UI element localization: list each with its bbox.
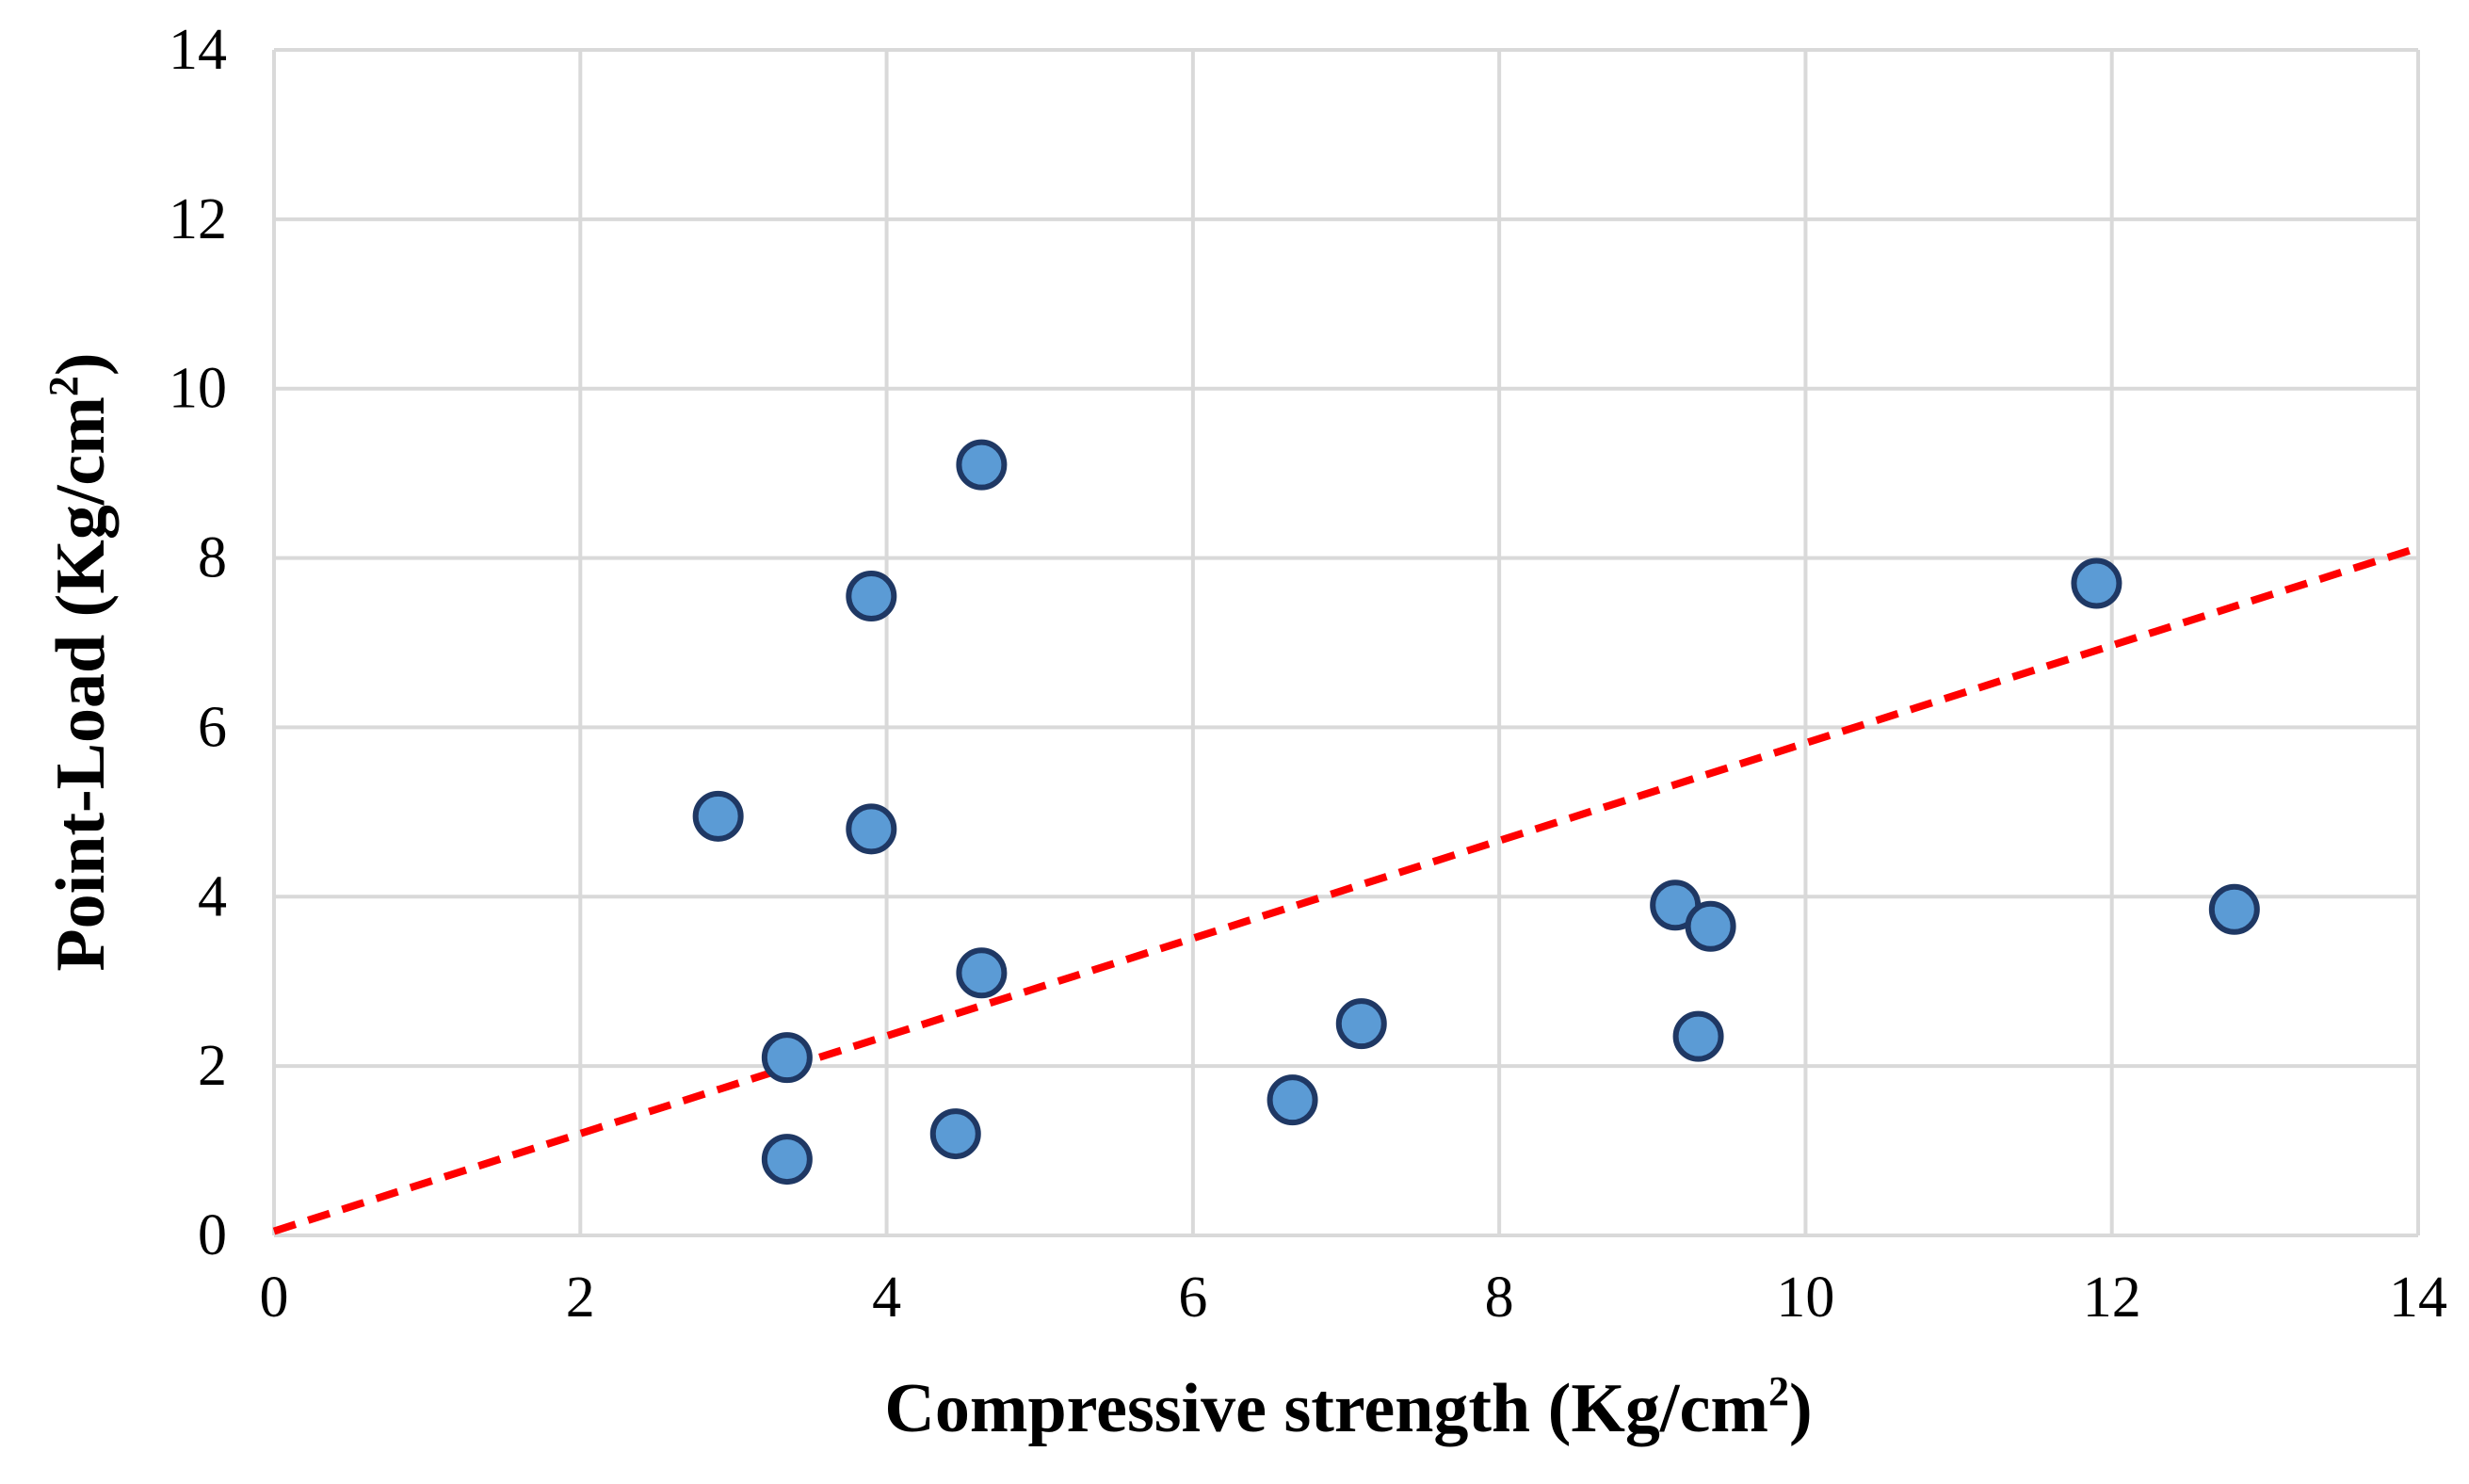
data-point-2 xyxy=(761,1032,813,1084)
x-tick-label: 10 xyxy=(1776,1266,1834,1330)
data-point-1 xyxy=(692,790,744,842)
x-tick-label: 8 xyxy=(1485,1266,1514,1330)
x-axis-title: Compressive strength (Kg/cm2) xyxy=(884,1368,1812,1447)
data-point-13 xyxy=(1685,900,1736,952)
data-point-7 xyxy=(956,439,1008,491)
y-tick-label: 2 xyxy=(198,1034,227,1098)
trendline-layer xyxy=(272,543,2420,1235)
x-tick-label: 4 xyxy=(872,1266,901,1330)
x-axis-ticks: 0 2 4 6 8 10 12 14 xyxy=(260,1266,2448,1330)
data-point-4 xyxy=(846,571,897,622)
x-tick-label: 6 xyxy=(1178,1266,1207,1330)
y-tick-label: 6 xyxy=(198,695,227,759)
data-point-8 xyxy=(956,947,1008,999)
data-point-5 xyxy=(846,803,897,855)
y-tick-label: 10 xyxy=(169,357,227,421)
x-tick-label: 14 xyxy=(2389,1266,2447,1330)
y-tick-label: 4 xyxy=(198,864,227,928)
data-point-9 xyxy=(1267,1074,1318,1126)
y-tick-label: 0 xyxy=(198,1203,227,1267)
data-point-6 xyxy=(929,1108,981,1160)
y-tick-label: 14 xyxy=(169,18,227,82)
y-axis-ticks: 0 2 4 6 8 10 12 14 xyxy=(169,18,227,1267)
x-tick-label: 0 xyxy=(260,1266,289,1330)
data-point-12 xyxy=(1672,1010,1724,1062)
x-tick-label: 12 xyxy=(2083,1266,2141,1330)
data-point-10 xyxy=(1335,998,1387,1050)
y-tick-label: 8 xyxy=(198,526,227,590)
grid-lines xyxy=(272,48,2420,1237)
y-axis-title: Point-Load (Kg/cm2) xyxy=(40,352,120,971)
data-point-3 xyxy=(761,1134,813,1186)
x-tick-label: 2 xyxy=(566,1266,595,1330)
trendline xyxy=(272,543,2420,1235)
data-point-15 xyxy=(2208,883,2260,935)
y-tick-label: 12 xyxy=(169,187,227,251)
data-point-14 xyxy=(2071,557,2122,609)
data-points xyxy=(692,439,2260,1186)
